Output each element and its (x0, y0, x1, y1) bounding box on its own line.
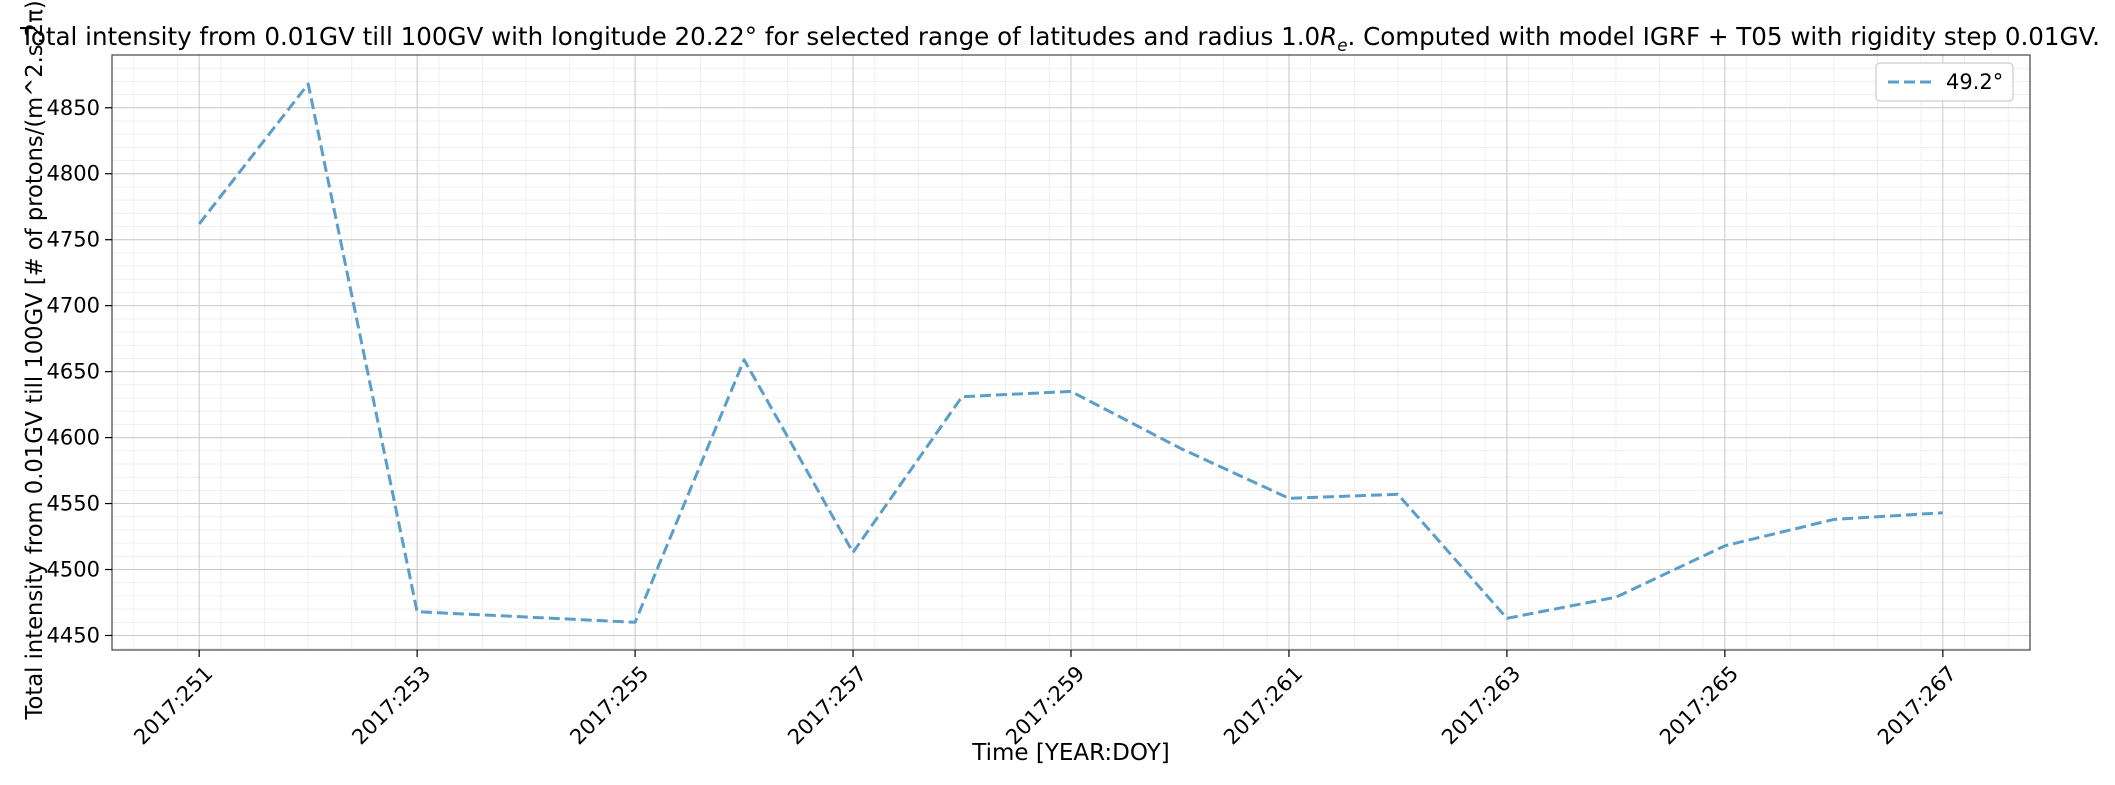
x-tick-label: 2017:259 (1001, 661, 1089, 749)
legend: 49.2° (1875, 62, 2014, 102)
data-point (851, 550, 855, 554)
major-grid (112, 55, 2030, 650)
y-axis-ticks: 4450 4500 4550 4600 4650 4700 4750 4800 4850 (47, 96, 112, 647)
data-point (1287, 496, 1291, 500)
chart-title-subscript: e (1337, 36, 1347, 56)
legend-box (1875, 62, 2014, 102)
chart-title-symbol: R (1320, 22, 1337, 51)
x-tick-label: 2017:267 (1873, 661, 1961, 749)
data-point (1614, 595, 1618, 599)
y-tick-label: 4600 (47, 426, 100, 450)
data-point (742, 358, 746, 362)
x-tick-label: 2017:255 (565, 661, 653, 749)
x-tick-label: 2017:251 (129, 661, 217, 749)
x-tick-label: 2017:257 (783, 661, 871, 749)
data-point (1069, 389, 1073, 393)
y-tick-label: 4500 (47, 558, 100, 582)
y-tick-label: 4850 (47, 96, 100, 120)
y-tick-label: 4800 (47, 162, 100, 186)
x-tick-label: 2017:263 (1437, 661, 1525, 749)
data-point (306, 82, 310, 86)
x-axis-ticks: 2017:251 2017:253 2017:255 2017:257 2017:259… (129, 650, 1961, 749)
y-tick-label: 4450 (47, 623, 100, 647)
data-point (1941, 511, 1945, 515)
data-point (415, 610, 419, 614)
data-point (633, 620, 637, 624)
y-axis-label: Total intensity from 0.01GV till 100GV [… (22, 0, 48, 720)
x-tick-label: 2017:253 (347, 661, 435, 749)
data-point (524, 615, 528, 619)
x-tick-label: 2017:261 (1219, 661, 1307, 749)
chart-title-prefix: Total intensity from 0.01GV till 100GV w… (19, 22, 1320, 51)
data-point (197, 222, 201, 226)
y-tick-label: 4550 (47, 492, 100, 516)
chart-title-suffix: . Computed with model IGRF + T05 with ri… (1347, 22, 2100, 51)
legend-entry-label: 49.2° (1946, 70, 2003, 94)
x-tick-label: 2017:265 (1655, 661, 1743, 749)
chart-title: Total intensity from 0.01GV till 100GV w… (19, 22, 2100, 56)
data-point (1505, 616, 1509, 620)
data-point (1723, 544, 1727, 548)
y-tick-label: 4700 (47, 294, 100, 318)
data-point (1832, 517, 1836, 521)
y-tick-label: 4650 (47, 360, 100, 384)
data-point (1178, 446, 1182, 450)
data-point (1396, 492, 1400, 496)
series-layer (197, 82, 1945, 624)
x-axis-label: Time [YEAR:DOY] (971, 740, 1170, 766)
data-point (960, 395, 964, 399)
y-tick-label: 4750 (47, 228, 100, 252)
series-line (198, 82, 1943, 624)
